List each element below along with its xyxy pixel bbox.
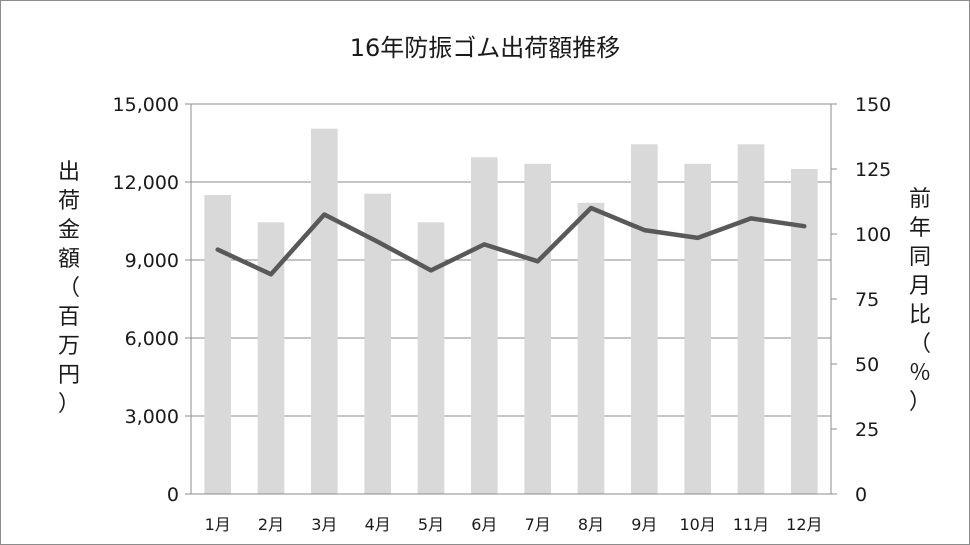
y-axis-title-char: 円 [58,363,80,388]
y-tick-label: 15,000 [113,94,179,116]
y-axis-title-char: 百 [58,305,80,330]
y2-axis-title-char: 月 [909,274,931,299]
line-point [430,269,432,271]
x-tick-label: 10月 [679,515,715,534]
x-tick-label: 4月 [365,515,391,534]
x-tick-label: 11月 [733,515,769,534]
y2-tick-label: 50 [855,354,879,376]
line-point [803,225,805,227]
chart-title: 16年防振ゴム出荷額推移 [350,34,621,62]
bar [524,163,551,495]
x-tick-label: 8月 [578,515,604,534]
y2-axis-title-char: 前 [909,187,931,212]
line-point [643,229,645,231]
y-axis-title-char: 金 [58,218,80,243]
x-tick-label: 12月 [786,515,822,534]
y2-tick-label: 100 [855,224,891,246]
y2-tick-label: 25 [855,419,879,441]
category-ticks: 1月 2月 3月 4月 5月 6月 7月 8月 9月 10月 11月 12月 [205,515,823,534]
y-tick-label: 6,000 [125,328,179,350]
y-axis-title-char: 荷 [58,189,80,214]
y2-tick-label: 75 [855,289,879,311]
y2-axis-title-char: ％ [909,361,931,386]
bar [311,128,338,494]
x-tick-label: 3月 [311,515,337,534]
line-point [270,273,272,275]
line-point [697,237,699,239]
line-point [537,260,539,262]
y-axis-title-char: （ [58,276,80,301]
y2-tick-label: 125 [855,159,891,181]
y-tick-label: 0 [167,484,179,506]
y2-axis-title-char: 年 [909,216,931,241]
y2-axis-title-char: （ [909,332,931,357]
line-point [217,249,219,251]
line-point [377,241,379,243]
y-axis-title-char: 出 [58,160,80,185]
y-tick-label: 9,000 [125,250,179,272]
bar [737,144,765,495]
bar [577,202,605,495]
bar [471,157,498,495]
bar-series [204,128,818,495]
x-tick-label: 1月 [205,515,231,534]
y-axis-title-char: 万 [58,334,80,359]
line-point [750,217,752,219]
y2-tick-label: 0 [855,484,867,506]
right-axis-ticks: 0 25 50 75 100 125 150 [831,94,891,506]
y-axis-title-char: 額 [58,247,80,272]
line-path [215,205,807,277]
axes [190,104,832,495]
bar [684,163,711,495]
line-point [590,207,592,209]
x-tick-label: 5月 [418,515,444,534]
x-tick-label: 9月 [631,515,657,534]
bar [204,195,231,494]
y2-tick-label: 150 [855,94,891,116]
bar [791,169,818,494]
line-point [323,214,325,215]
y-tick-label: 12,000 [113,172,179,194]
y2-axis-title-char: 同 [909,245,931,270]
x-tick-label: 7月 [525,515,551,534]
x-tick-label: 6月 [471,515,497,534]
gridlines [191,103,831,417]
left-axis-ticks: 0 3,000 6,000 9,000 12,000 15,000 [113,94,191,506]
y2-axis-title-char: 比 [909,303,931,328]
y-axis-title-char: ） [58,392,80,417]
y-tick-label: 3,000 [125,406,179,428]
bar [631,144,658,495]
line-series [215,205,807,277]
x-tick-label: 2月 [258,515,284,534]
line-point [483,243,485,245]
y2-axis-title-char: ） [909,390,931,415]
